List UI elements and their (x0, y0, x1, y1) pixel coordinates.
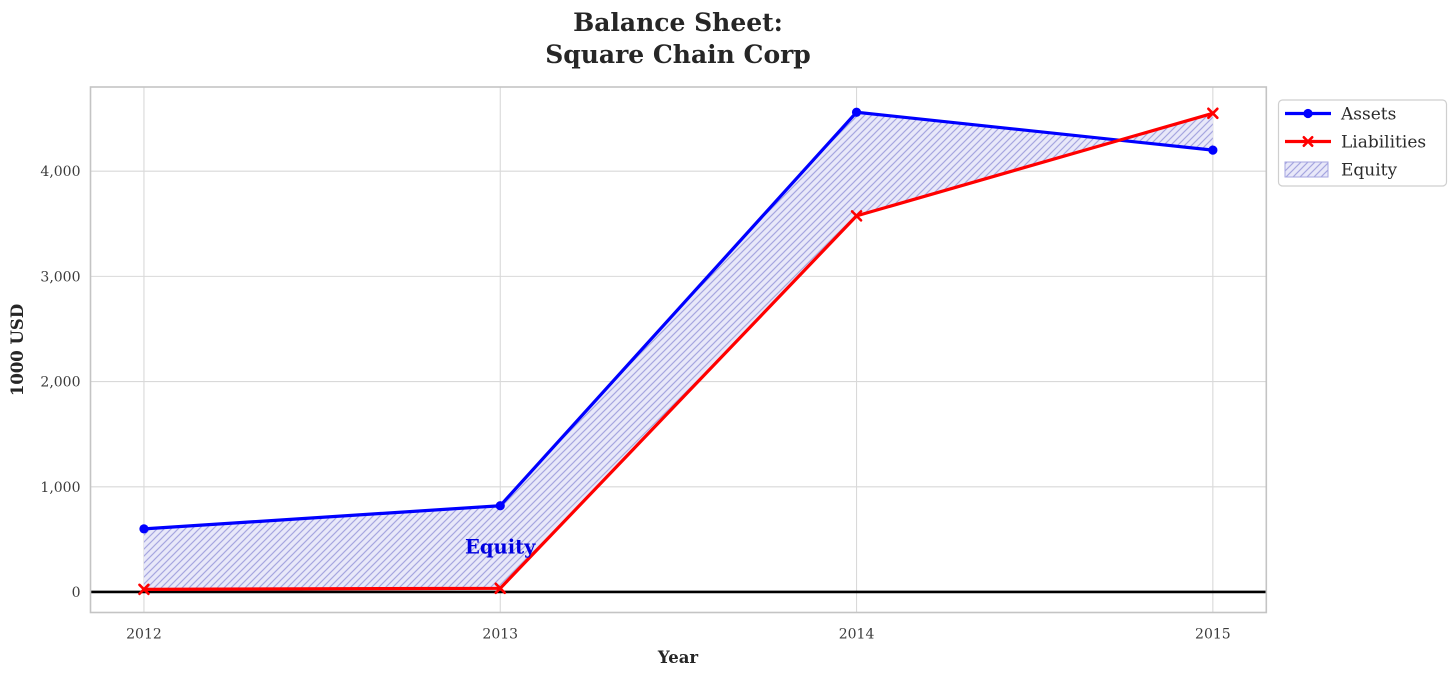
equity-fill-area (143, 112, 1213, 590)
plot-border (89, 86, 1268, 614)
x-tick-label: 2012 (126, 627, 162, 643)
liabilities-marker (494, 582, 507, 595)
tick-labels-layer: 0 1,000 2,000 3,000 4,000 2012 2013 2014 2015 (40, 164, 1230, 642)
liabilities-marker (850, 210, 863, 222)
legend-label-liabilities: Liabilities (1341, 133, 1426, 153)
chart-title-line1: Balance Sheet: (573, 8, 783, 37)
x-tick-label: 2013 (482, 627, 518, 643)
legend-label-assets: Assets (1340, 105, 1396, 125)
legend-item-liabilities: Liabilities (1285, 133, 1426, 153)
plot-border-layer (89, 86, 1268, 614)
liabilities-marker (138, 583, 150, 596)
legend-swatch-equity-patch (1284, 161, 1329, 178)
liabilities-line (143, 111, 1214, 591)
x-axis-label: Year (657, 648, 699, 667)
legend-marker-x-icon (1302, 136, 1314, 147)
x-tick-label: 2014 (839, 627, 875, 643)
y-tick-label: 0 (72, 585, 81, 601)
y-tick-label: 3,000 (40, 269, 80, 285)
y-tick-label: 2,000 (40, 375, 80, 391)
assets-marker (495, 501, 505, 511)
chart-title-line2: Square Chain Corp (545, 40, 811, 69)
annotation-layer: Equity (465, 536, 536, 559)
static-text-layer: Balance Sheet: Square Chain Corp Year 10… (8, 8, 811, 667)
legend: Assets Liabilities Equity (1277, 99, 1448, 187)
series-layer (138, 107, 1219, 596)
liabilities-marker (1207, 107, 1219, 120)
x-tick-label: 2015 (1195, 627, 1231, 643)
legend-item-assets: Assets (1285, 105, 1396, 125)
y-tick-label: 1,000 (40, 480, 80, 496)
legend-marker-circle-icon (1303, 108, 1313, 119)
equity-annotation: Equity (465, 536, 536, 559)
assets-line (143, 110, 1214, 531)
y-tick-label: 4,000 (40, 164, 80, 180)
assets-marker (1208, 145, 1218, 155)
assets-marker (851, 107, 862, 117)
equity-fill-layer (143, 112, 1213, 590)
legend-item-equity: Equity (1284, 161, 1398, 181)
assets-marker (139, 524, 149, 534)
legend-label-equity: Equity (1341, 161, 1398, 181)
y-axis-label: 1000 USD (8, 304, 27, 396)
